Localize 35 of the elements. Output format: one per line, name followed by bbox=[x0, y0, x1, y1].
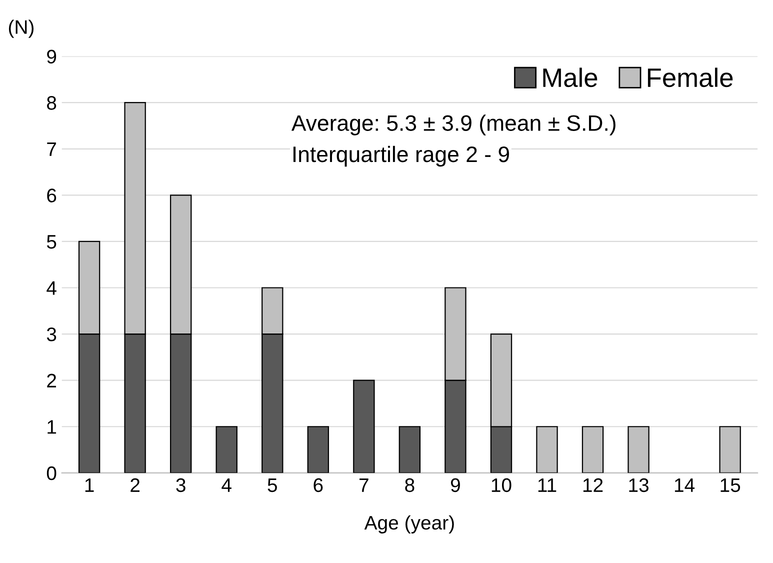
x-tick-label: 9 bbox=[450, 478, 460, 492]
y-tick-label: 7 bbox=[47, 142, 56, 156]
annotation: Average: 5.3 ± 3.9 (mean ± S.D.) bbox=[291, 114, 616, 136]
y-tick-label: 3 bbox=[46, 328, 56, 342]
x-tick-label: 2 bbox=[130, 478, 140, 492]
x-axis-title: Age (year) bbox=[364, 515, 454, 534]
x-tick-label: 12 bbox=[583, 478, 603, 492]
y-tick-label: 4 bbox=[46, 281, 56, 295]
x-tick-label: 13 bbox=[629, 478, 648, 492]
y-tick-label: 2 bbox=[47, 374, 56, 388]
y-tick-label: 1 bbox=[48, 420, 56, 434]
legend-label: Male bbox=[543, 68, 598, 88]
x-tick-label: 1 bbox=[85, 478, 94, 492]
x-tick-label: 4 bbox=[222, 478, 232, 492]
x-tick-label: 11 bbox=[538, 478, 556, 492]
y-axis-title: (N) bbox=[8, 20, 34, 38]
x-tick-label: 6 bbox=[314, 478, 323, 492]
y-tick-label: 5 bbox=[46, 235, 56, 249]
bar bbox=[216, 426, 238, 473]
x-tick-label: 10 bbox=[492, 478, 512, 492]
x-tick-label: 3 bbox=[176, 478, 186, 492]
x-tick-label: 7 bbox=[360, 478, 368, 492]
x-tick-label: 5 bbox=[268, 478, 277, 492]
x-tick-label: 15 bbox=[720, 478, 740, 492]
y-tick-label: 0 bbox=[46, 466, 56, 480]
bar bbox=[398, 426, 421, 473]
legend-label: Female bbox=[648, 68, 733, 88]
bar bbox=[307, 426, 330, 473]
y-tick-label: 6 bbox=[47, 188, 56, 202]
y-tick-label: 8 bbox=[47, 96, 56, 110]
y-tick-label: 9 bbox=[47, 50, 56, 64]
x-tick-label: 8 bbox=[405, 478, 414, 492]
x-tick-label: 14 bbox=[674, 478, 695, 492]
bar bbox=[353, 380, 375, 473]
annotation: Interquartile rage 2 - 9 bbox=[293, 146, 510, 167]
